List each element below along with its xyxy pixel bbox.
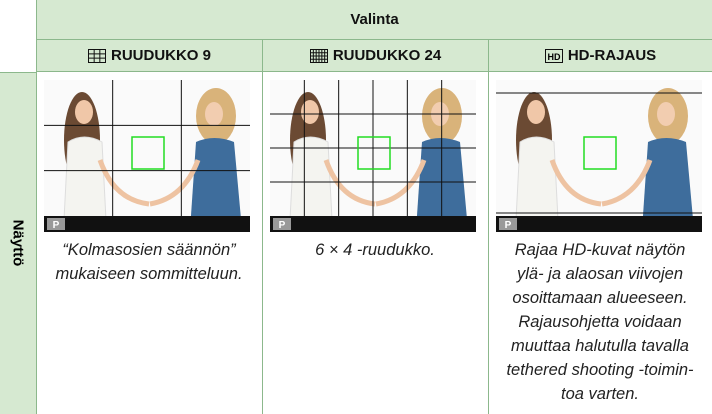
column-icon [309,48,328,63]
description: Rajaa HD-kuvat näytön ylä- ja alaosan vii… [488,238,712,406]
divider [262,40,263,414]
column-header: RUUDUKKO 9 [36,40,262,72]
top [63,136,107,221]
divider [36,0,37,414]
face [527,100,545,124]
description-line: 6 × 4 -ruudukko. [315,241,435,259]
column-icon [87,48,106,63]
column-header: HD HD-RAJAUS [488,40,712,72]
description-line: toa varten. [561,385,639,403]
dress [642,138,694,230]
description: 6 × 4 -ruudukko. [262,238,488,262]
description-line: osoittamaan alueeseen. [512,289,688,307]
mode-badge [273,218,291,230]
face [205,102,223,126]
top [515,136,559,221]
arm [149,159,201,207]
column-title: RUUDUKKO 24 [332,47,442,64]
arm [97,159,150,207]
preview-photo: P [44,80,250,232]
arm [323,159,376,207]
face [657,102,675,126]
column-icon: HD [544,48,563,63]
row-header: Näyttö [0,72,36,414]
info-bar [496,216,702,232]
divider [488,40,489,414]
icon-frame [544,48,563,63]
icon-frame [87,48,106,63]
arm [601,159,653,207]
description-line: mukaiseen sommitteluun. [55,265,243,283]
info-bar [44,216,250,232]
title-text: Valinta [350,11,399,28]
mode-label: P [279,220,286,231]
description-line: muuttaa halutulla tavalla [511,337,689,355]
mode-badge [499,218,517,230]
face [301,100,319,124]
top [289,136,333,221]
column-header: RUUDUKKO 24 [262,40,488,72]
arm [375,159,427,207]
dress [190,138,242,230]
description: “Kolmasosien säännön” mukaiseen sommittel… [36,238,262,286]
focus-frame [357,136,391,170]
info-bar [270,216,476,232]
description-line: “Kolmasosien säännön” [62,241,236,259]
face [75,100,93,124]
mode-badge [47,218,65,230]
row-header-text: Näyttö [9,219,27,267]
preview-photo: P [496,80,702,232]
mode-label: P [505,220,512,231]
arm [549,159,602,207]
column-title: RUUDUKKO 9 [110,47,211,64]
description-line: tethered shooting -toimin- [506,361,694,379]
header-title: Valinta [36,0,712,40]
mode-label: P [53,220,60,231]
description-line: Rajausohjetta voidaan [518,313,682,331]
icon-text: HD [547,52,560,62]
focus-frame [583,136,617,170]
description-line: ylä- ja alaosan viivojen [516,265,683,283]
column-title: HD-RAJAUS [567,47,657,64]
focus-frame [131,136,165,170]
description-line: Rajaa HD-kuvat näytön [514,241,686,259]
preview-photo: P [270,80,476,232]
